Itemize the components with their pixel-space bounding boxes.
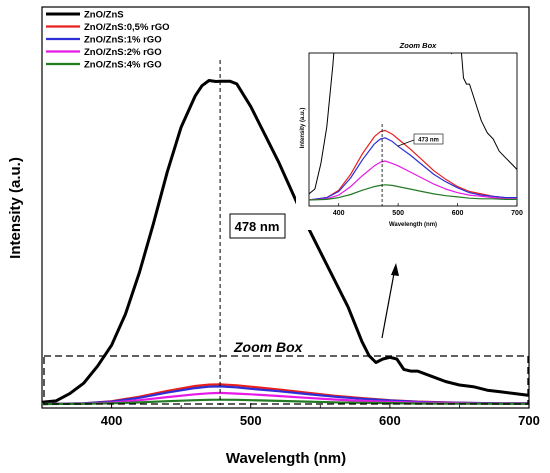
inset-series-line-0 (309, 53, 517, 195)
zoom-box-rect (43, 355, 529, 405)
inset-anno-box (413, 133, 444, 145)
inset-anno-label: 473 nm (418, 138, 439, 144)
x-tick-label-2: 600 (379, 413, 401, 428)
y-axis-label: Intensity (a.u.) (7, 157, 24, 259)
x-axis-label: Wavelength (nm) (226, 450, 346, 467)
inset-chart: Zoom Box 473 nm 400 500 600 700 Wavelength … (296, 40, 528, 230)
inset-title: Zoom Box (399, 41, 437, 50)
legend-label-2: ZnO/ZnS:1% rGO (84, 35, 162, 46)
legend-label-3: ZnO/ZnS:2% rGO (84, 47, 162, 58)
inset-x-tick-label-0: 400 (333, 210, 345, 217)
inset-series-line-3 (309, 160, 517, 201)
inset-y-axis-label: Intensity (a.u.) (300, 108, 306, 149)
inset-series-line-4 (309, 184, 517, 201)
legend-label-0: ZnO/ZnS (84, 10, 124, 21)
inset-x-axis-ticks: 400 500 600 700 (333, 203, 523, 217)
legend-label-1: ZnO/ZnS:0,5% rGO (84, 22, 170, 33)
series-line-0 (41, 79, 530, 404)
inset-series-group (309, 53, 517, 201)
x-axis-ticks: 400 500 600 700 (41, 403, 540, 428)
plot-frame (41, 6, 530, 409)
legend-label-4: ZnO/ZnS:4% rGO (84, 60, 162, 71)
peak-label-box (229, 213, 286, 239)
peak-label: 478 nm (235, 219, 280, 234)
x-tick-label-1: 500 (240, 413, 262, 428)
x-tick-label-0: 400 (101, 413, 123, 428)
zoom-box-label: Zoom Box (233, 339, 304, 355)
inset-x-tick-label-1: 500 (392, 210, 404, 217)
inset-series-line-2 (309, 137, 517, 201)
zoom-arrow (381, 267, 396, 339)
inset-x-tick-label-3: 700 (511, 210, 523, 217)
zoom-arrow-head (391, 263, 399, 276)
inset-x-tick-label-2: 600 (452, 210, 464, 217)
inset-frame (308, 52, 518, 207)
inset-anno-leader (397, 139, 415, 147)
inset-x-axis-label: Wavelength (nm) (389, 222, 437, 228)
inset-background (296, 40, 528, 230)
x-tick-label-3: 700 (518, 413, 540, 428)
